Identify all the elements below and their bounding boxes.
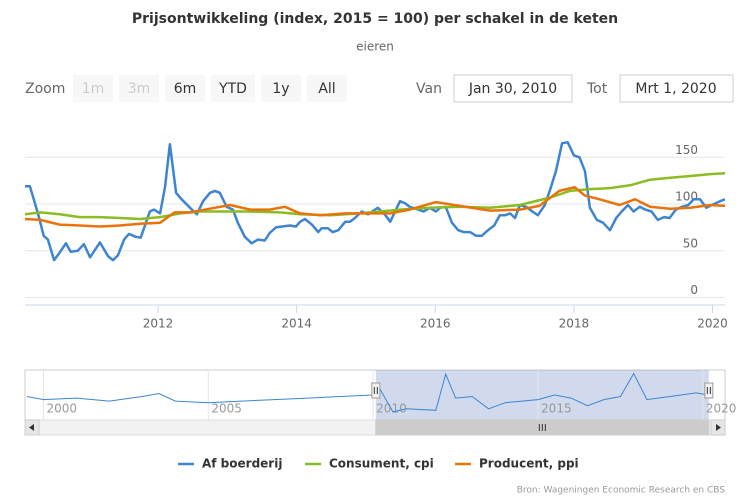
x-tick-label: 2012 [143,317,174,331]
from-input[interactable] [453,74,573,103]
x-tick-label: 2014 [281,317,312,331]
y-tick-label: 50 [683,236,698,250]
x-tick-label: 2016 [420,317,451,331]
zoom-button-label[interactable]: 1y [272,81,289,97]
zoom-button[interactable] [261,75,301,102]
zoom-button[interactable] [307,75,347,102]
from-date[interactable]: Jan 30, 2010 [468,81,557,97]
chart-subtitle: eieren [356,40,394,54]
chart-title: Prijsontwikkeling (index, 2015 = 100) pe… [132,11,618,27]
series-line [25,141,725,262]
navigator-tick-label: 2000 [46,402,77,416]
legend-label[interactable]: Consument, cpi [329,457,434,471]
zoom-button-label[interactable]: All [318,81,335,97]
zoom-button-label[interactable]: 1m [82,81,105,97]
to-input[interactable] [619,74,734,103]
zoom-button[interactable] [119,75,159,102]
y-tick-label: 100 [675,190,698,204]
y-tick-label: 150 [675,143,698,157]
scrollbar-left-arrow [29,424,34,431]
to-date[interactable]: Mrt 1, 2020 [635,81,716,97]
scrollbar-right-arrow [716,424,721,431]
navigator-tick-label: 2005 [211,402,242,416]
y-tick-label: 0 [690,283,698,297]
credits: Bron: Wageningen Economic Research en CB… [517,486,726,496]
zoom-button[interactable] [165,75,205,102]
navigator-selection[interactable] [375,370,709,420]
navigator-line [26,372,709,413]
zoom-button-label[interactable]: YTD [218,81,247,97]
zoom-button[interactable] [73,75,113,102]
legend-label[interactable]: Producent, ppi [479,457,579,471]
series-line [25,185,725,228]
to-label: Tot [586,81,608,97]
navigator-tick-label: 2015 [541,402,572,416]
from-label: Van [416,81,442,97]
legend-label[interactable]: Af boerderij [202,457,282,471]
x-tick-label: 2020 [697,317,728,331]
zoom-button-label[interactable]: 6m [174,81,197,97]
zoom-button[interactable] [211,75,255,102]
zoom-label: Zoom [25,81,65,97]
zoom-button-label[interactable]: 3m [128,81,151,97]
x-tick-label: 2018 [559,317,590,331]
navigator-handle[interactable] [371,382,381,399]
navigator-handle[interactable] [704,382,714,399]
navigator-tick-label: 2020 [706,402,737,416]
